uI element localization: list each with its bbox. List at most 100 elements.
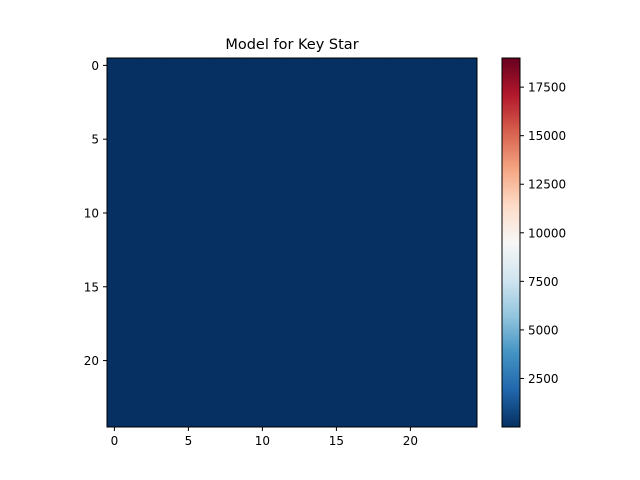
heatmap-cell: [462, 382, 478, 398]
heatmap-cell: [388, 367, 404, 384]
heatmap-cell: [151, 382, 167, 398]
heatmap-cell: [432, 249, 448, 266]
heatmap-cell: [225, 235, 241, 251]
heatmap-cell: [388, 338, 404, 354]
heatmap-cell: [136, 102, 152, 118]
heatmap-cell: [136, 367, 152, 384]
heatmap-cell: [151, 161, 167, 177]
heatmap-cell: [329, 323, 345, 339]
heatmap-cell: [255, 146, 271, 162]
heatmap-cell: [195, 249, 211, 266]
heatmap-cell: [151, 72, 167, 88]
heatmap-cell: [121, 264, 137, 280]
heatmap-cell: [255, 397, 271, 413]
heatmap-cell: [403, 249, 419, 266]
heatmap-cell: [225, 161, 241, 177]
heatmap-cell: [447, 205, 463, 221]
heatmap-cell: [299, 131, 315, 147]
heatmap-cell: [373, 235, 389, 251]
heatmap-cell: [417, 117, 433, 133]
heatmap-cell: [358, 220, 374, 236]
heatmap-cell: [403, 117, 419, 133]
heatmap-cell: [462, 102, 478, 118]
heatmap-cell: [447, 58, 463, 74]
heatmap-cell: [343, 72, 359, 88]
heatmap-cell: [299, 249, 315, 266]
heatmap-cell: [269, 235, 285, 251]
heatmap-cell: [314, 338, 330, 354]
heatmap-cell: [210, 367, 226, 384]
heatmap-cell: [358, 412, 374, 428]
heatmap-cell: [329, 353, 345, 369]
heatmap-cell: [447, 220, 463, 236]
heatmap-cell: [240, 117, 256, 133]
heatmap-cell: [447, 264, 463, 280]
heatmap-cell: [432, 72, 448, 88]
heatmap-cell: [373, 249, 389, 266]
heatmap-cell: [240, 131, 256, 147]
heatmap-cell: [136, 146, 152, 162]
colorbar: [501, 57, 521, 428]
heatmap-cell: [314, 146, 330, 162]
heatmap-cell: [210, 249, 226, 266]
heatmap-cell: [432, 102, 448, 118]
heatmap-cell: [314, 72, 330, 88]
heatmap-cell: [329, 220, 345, 236]
heatmap-cell: [373, 176, 389, 192]
heatmap-cell: [343, 367, 359, 384]
heatmap-cell: [225, 294, 241, 310]
heatmap-cell: [373, 205, 389, 221]
heatmap-cell: [269, 353, 285, 369]
heatmap-cell: [121, 249, 137, 266]
heatmap-cell: [403, 205, 419, 221]
heatmap-cell: [151, 131, 167, 147]
heatmap-cell: [314, 102, 330, 118]
heatmap-cell: [299, 102, 315, 118]
heatmap-cell: [121, 367, 137, 384]
heatmap-cell: [284, 220, 300, 236]
heatmap-cell: [358, 264, 374, 280]
heatmap-cell: [403, 367, 419, 384]
heatmap-cell: [269, 338, 285, 354]
heatmap-cell: [166, 397, 182, 413]
heatmap-cell: [166, 190, 182, 206]
heatmap-cell: [121, 338, 137, 354]
heatmap-cell: [462, 412, 478, 428]
heatmap-cell: [403, 161, 419, 177]
heatmap-cell: [240, 161, 256, 177]
heatmap-cell: [462, 146, 478, 162]
heatmap-cell: [403, 131, 419, 147]
heatmap-cell: [136, 353, 152, 369]
heatmap-cell: [195, 308, 211, 325]
heatmap-cell: [358, 87, 374, 103]
heatmap-cell: [151, 235, 167, 251]
heatmap-cell: [314, 190, 330, 206]
heatmap-cell: [121, 205, 137, 221]
heatmap-cell: [166, 58, 182, 74]
heatmap-cell: [240, 146, 256, 162]
heatmap-cell: [255, 279, 271, 295]
heatmap-cell: [462, 353, 478, 369]
heatmap-cell: [299, 279, 315, 295]
heatmap-cell: [403, 264, 419, 280]
heatmap-cell: [195, 176, 211, 192]
heatmap-cell: [210, 190, 226, 206]
heatmap-cell: [358, 146, 374, 162]
heatmap-cell: [181, 176, 197, 192]
heatmap-cell: [225, 397, 241, 413]
heatmap-cell: [314, 353, 330, 369]
heatmap-cell: [343, 102, 359, 118]
heatmap-cell: [151, 190, 167, 206]
heatmap-cell: [210, 353, 226, 369]
heatmap-cell: [240, 249, 256, 266]
heatmap-cell: [388, 102, 404, 118]
heatmap-cell: [195, 87, 211, 103]
heatmap-cell: [107, 146, 123, 162]
heatmap-cell: [225, 367, 241, 384]
heatmap-cell: [240, 87, 256, 103]
heatmap-cell: [107, 117, 123, 133]
heatmap-cell: [195, 279, 211, 295]
heatmap-cell: [151, 146, 167, 162]
heatmap-cell: [107, 323, 123, 339]
heatmap-cell: [136, 294, 152, 310]
